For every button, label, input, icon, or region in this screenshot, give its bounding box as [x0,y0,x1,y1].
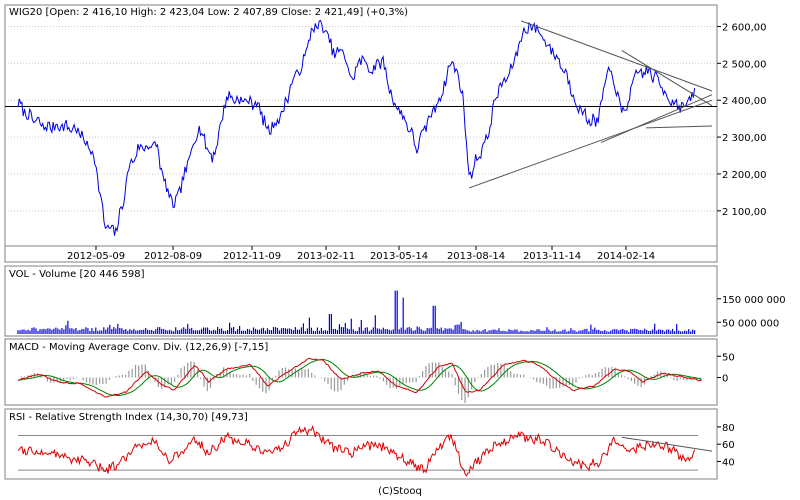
macd-y-tick-label: 0 [722,374,728,385]
volume-panel: 150 000 000 50 000 000 VOL - Volume [20 4… [4,265,786,337]
price-trend-line [520,20,713,92]
rsi-trend-lines [621,436,713,452]
price-trend-line [621,49,713,107]
volume-y-axis-labels: 150 000 000 50 000 000 [717,295,786,329]
volume-y-tick-label: 50 000 000 [722,318,779,329]
price-y-tick-label: 2 200,00 [722,170,767,181]
volume-y-tick-label: 150 000 000 [722,295,786,306]
price-x-tick-label: 2013-11-14 [523,251,581,262]
rsi-y-tick-label: 60 [722,440,735,451]
rsi-panel-title: RSI - Relative Strength Index (14,30,70)… [9,412,248,423]
price-x-tick-label: 2012-05-09 [67,251,125,262]
price-x-ticks [95,246,627,250]
macd-panel-title: MACD - Moving Average Conv. Div. (12,26,… [9,342,268,353]
price-y-tick-label: 2 600,00 [722,22,767,33]
price-x-tick-label: 2014-02-14 [597,251,655,262]
footer-copyright: (C)Stooq [378,486,422,497]
price-panel: 2 100,00 2 200,00 2 300,00 2 400,00 2 500,00… [4,4,767,263]
price-y-tick-label: 2 100,00 [722,207,767,218]
volume-bars [17,290,696,334]
price-y-tick-label: 2 300,00 [722,133,767,144]
rsi-reference-lines [18,435,698,471]
macd-line [17,357,702,398]
price-trend-line [600,94,713,144]
price-trend-lines [468,20,713,189]
price-panel-frame [4,4,718,263]
price-x-tick-label: 2012-11-09 [223,251,281,262]
price-x-axis-labels: 2012-05-09 2012-08-09 2012-11-09 2013-02-11… [67,251,655,262]
volume-panel-title: VOL - Volume [20 446 598] [9,269,145,280]
price-trend-line [646,125,713,129]
rsi-series-line [17,425,696,477]
price-trend-line [468,99,713,189]
rsi-y-tick-label: 40 [722,457,735,468]
rsi-trend-line [621,436,713,452]
rsi-y-axis-labels: 80 60 40 [717,423,735,468]
rsi-panel: 80 60 40 RSI - Relative Strength Index (14… [4,408,735,480]
price-y-gridlines [5,25,721,212]
price-series-line [17,19,696,236]
price-y-tick-label: 2 500,00 [722,59,767,70]
price-x-tick-label: 2013-08-14 [447,251,505,262]
macd-signal-line [17,358,702,396]
macd-y-axis-labels: 50 0 [717,352,735,385]
macd-y-tick-label: 50 [722,352,735,363]
rsi-y-tick-label: 80 [722,423,735,434]
price-x-tick-label: 2013-02-11 [297,251,355,262]
price-x-tick-label: 2012-08-09 [144,251,202,262]
price-x-tick-label: 2013-05-14 [370,251,428,262]
price-panel-title: WIG20 [Open: 2 416,10 High: 2 423,04 Low… [9,7,408,18]
price-y-tick-label: 2 400,00 [722,96,767,107]
macd-panel: 50 0 MACD - Moving Average Conv. Div. (12… [4,338,735,406]
price-y-axis-labels: 2 100,00 2 200,00 2 300,00 2 400,00 2 500,00… [722,22,767,217]
